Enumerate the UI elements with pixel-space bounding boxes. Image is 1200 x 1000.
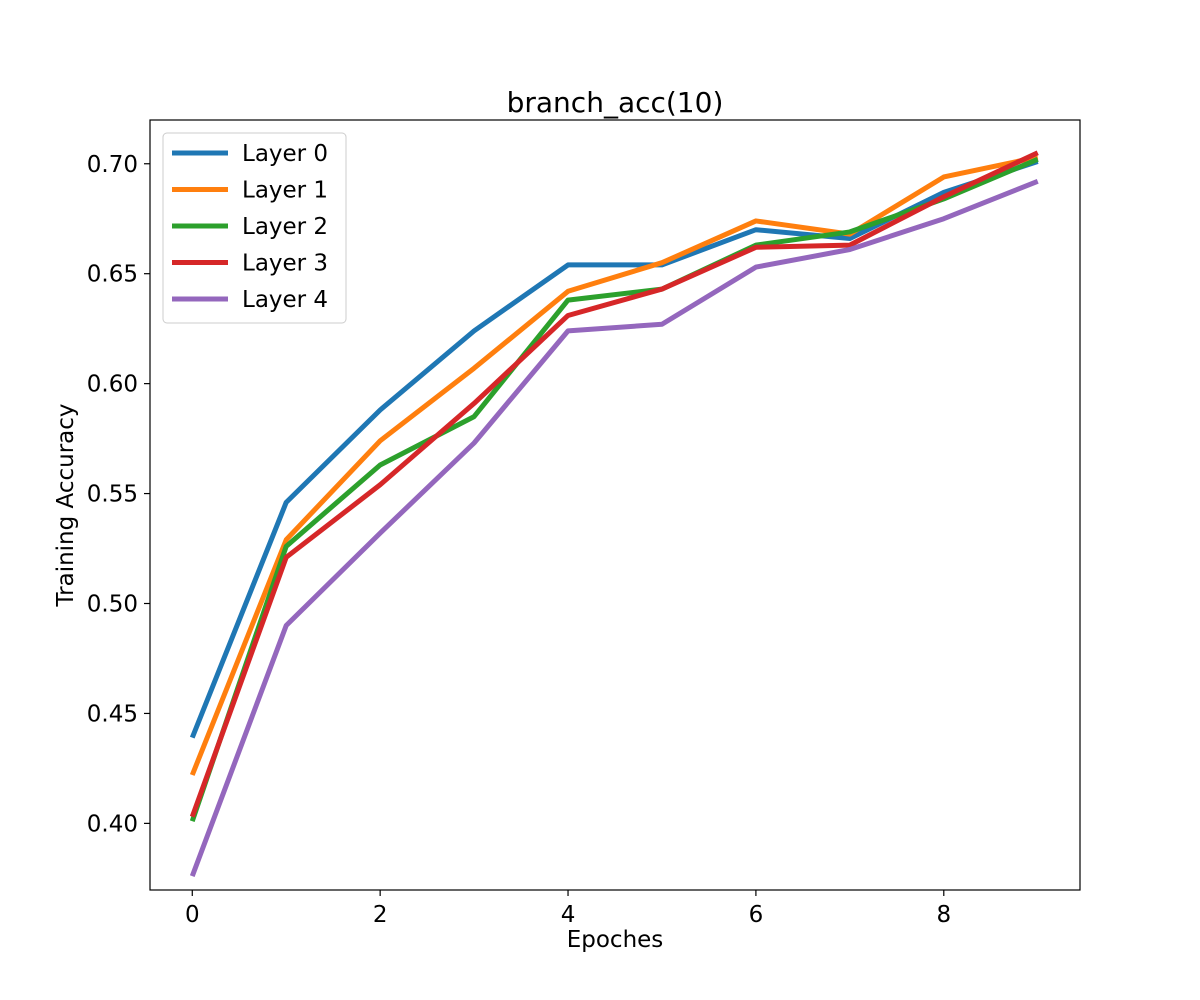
y-tick-label-5: 0.65: [87, 262, 138, 288]
legend: Layer 0 Layer 1 Layer 2 Layer 3 Layer 4: [162, 132, 347, 324]
series-line-3: [189, 150, 1039, 818]
plot-lines: [189, 150, 1039, 878]
chart-title: branch_acc(10): [507, 86, 724, 119]
x-axis-label: Epoches: [567, 927, 664, 953]
x-tick-label-1: 2: [373, 902, 388, 928]
x-tick-label-4: 8: [936, 902, 951, 928]
legend-box: [162, 132, 347, 324]
y-axis-label: Training Accuracy: [53, 403, 79, 607]
legend-label-3: Layer 3: [242, 251, 328, 277]
x-tick-label-2: 4: [561, 902, 576, 928]
y-tick-label-0: 0.40: [87, 811, 138, 837]
y-tick-label-4: 0.60: [87, 372, 138, 398]
x-tick-label-3: 6: [749, 902, 764, 928]
legend-label-1: Layer 1: [242, 178, 328, 204]
series-line-2: [189, 157, 1039, 822]
y-axis: 0.40 0.45 0.50 0.55 0.60 0.65 0.70: [87, 152, 150, 837]
y-tick-label-2: 0.50: [87, 592, 138, 618]
legend-label-4: Layer 4: [242, 287, 328, 313]
plot-area-frame: [149, 119, 1081, 891]
legend-label-0: Layer 0: [242, 141, 328, 167]
legend-label-2: Layer 2: [242, 214, 328, 240]
y-tick-label-6: 0.70: [87, 152, 138, 178]
x-axis: 0 2 4 6 8: [185, 890, 951, 928]
y-tick-label-1: 0.45: [87, 701, 138, 727]
x-tick-label-0: 0: [185, 902, 200, 928]
y-tick-label-3: 0.55: [87, 482, 138, 508]
series-line-1: [189, 154, 1039, 776]
series-line-4: [189, 179, 1039, 878]
